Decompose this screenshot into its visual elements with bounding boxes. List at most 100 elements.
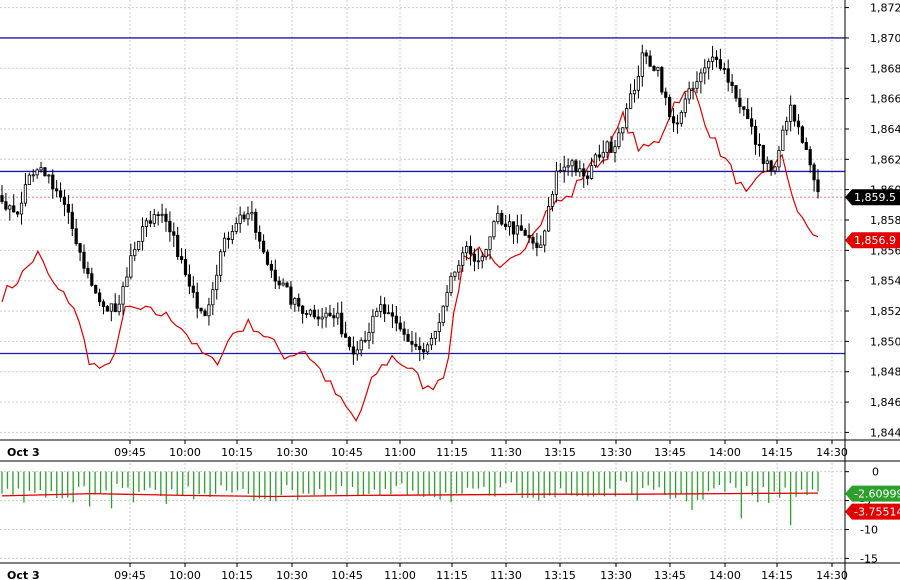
candle-body	[449, 275, 453, 293]
candle-body	[484, 249, 488, 258]
y-tick-label: 0	[872, 466, 879, 479]
x-tick-label: 13:30	[600, 569, 632, 580]
horizontal-reference-lines	[0, 37, 845, 355]
candle-body	[429, 337, 434, 346]
candle-body	[133, 249, 137, 257]
candle-body	[156, 214, 160, 217]
candle-body	[800, 126, 804, 143]
candle-body	[320, 316, 324, 320]
candle-body	[593, 154, 598, 167]
last-price-tag-bg	[845, 189, 900, 206]
candle-body	[215, 274, 219, 291]
candle-body	[441, 305, 445, 323]
candle-body	[324, 312, 328, 318]
y-tick-label: 1,870	[870, 32, 900, 45]
candle-body	[597, 154, 601, 158]
candle-body	[211, 289, 215, 306]
candle-body	[316, 316, 320, 320]
candle-body	[488, 236, 492, 250]
candle-body	[383, 304, 387, 314]
x-tick-label: 10:15	[221, 569, 253, 580]
candle-body	[312, 309, 316, 318]
oscillator-green-tag-text: -2.60999	[854, 488, 900, 501]
candle-body	[31, 174, 35, 177]
candle-body	[203, 310, 207, 317]
candle-body	[195, 291, 199, 309]
x-tick-label: 10:00	[169, 569, 201, 580]
candle-body	[414, 343, 418, 347]
candle-body	[589, 165, 594, 179]
candle-body	[613, 146, 617, 153]
candle-body	[347, 336, 352, 348]
candle-body	[269, 263, 273, 271]
candle-body	[675, 122, 680, 125]
x-tick-label: 09:45	[114, 569, 146, 580]
candle-body	[753, 125, 758, 145]
candle-body	[125, 276, 129, 288]
y-tick-label: 1,844	[870, 426, 900, 439]
oscillator-red-tag-text: -3.75514	[854, 506, 900, 519]
candle-body	[51, 174, 55, 190]
candle-body	[761, 145, 765, 164]
candle-body	[148, 220, 152, 224]
candle-body	[258, 232, 262, 242]
candle-body	[328, 312, 332, 317]
candle-body	[105, 306, 110, 312]
grid-lines	[0, 0, 845, 563]
candle-body	[718, 59, 722, 69]
candle-body	[359, 339, 363, 351]
candle-body	[277, 280, 281, 286]
candle-body	[617, 132, 621, 148]
candle-body	[140, 226, 145, 242]
candle-body	[4, 201, 8, 210]
candle-body	[109, 303, 113, 312]
candle-body	[543, 230, 547, 246]
y-tick-label: 1,866	[870, 93, 900, 106]
candle-body	[769, 160, 773, 172]
candle-body	[98, 292, 102, 303]
candle-body	[273, 269, 277, 282]
candle-body	[101, 301, 106, 307]
candle-body	[144, 220, 149, 228]
candle-body	[35, 169, 39, 176]
candle-body	[500, 212, 504, 225]
candle-body	[8, 205, 12, 210]
candle-body	[628, 93, 633, 109]
candle-body	[398, 322, 402, 330]
y-tick-label: 1,846	[870, 396, 900, 409]
oscillator-green-tag-bg	[845, 485, 900, 502]
candle-body	[535, 242, 539, 248]
candle-body	[605, 141, 609, 153]
oscillator-red-tag-bg	[845, 503, 900, 520]
candle-body	[301, 305, 305, 314]
candle-body	[660, 67, 664, 93]
candle-body	[242, 214, 246, 220]
candle-body	[129, 255, 133, 278]
x-tick-label: 11:30	[490, 446, 522, 459]
oscillator-panel	[1, 471, 819, 526]
candle-body	[664, 91, 668, 98]
candle-body	[379, 304, 383, 312]
candle-body	[207, 304, 211, 317]
candle-body	[308, 309, 313, 315]
candle-body	[777, 150, 781, 168]
candle-body	[695, 81, 699, 89]
candle-body	[137, 240, 141, 250]
candle-body	[765, 160, 769, 164]
candle-body	[578, 168, 582, 173]
x-tick-label: 10:00	[169, 446, 201, 459]
candle-body	[468, 246, 473, 255]
x-tick-label: 11:15	[436, 569, 468, 580]
x-tick-label: 14:30	[816, 446, 848, 459]
oscillator-signal-line	[1, 492, 819, 498]
candle-body	[164, 213, 168, 222]
y-tick-label: 1,850	[870, 335, 900, 348]
candle-body	[496, 212, 500, 223]
x-tick-label: 10:30	[276, 569, 308, 580]
candle-body	[668, 97, 672, 118]
y-tick-label: -10	[860, 523, 878, 536]
candle-body	[550, 193, 555, 207]
candle-body	[183, 259, 188, 276]
y-tick-label: 1,864	[870, 123, 900, 136]
